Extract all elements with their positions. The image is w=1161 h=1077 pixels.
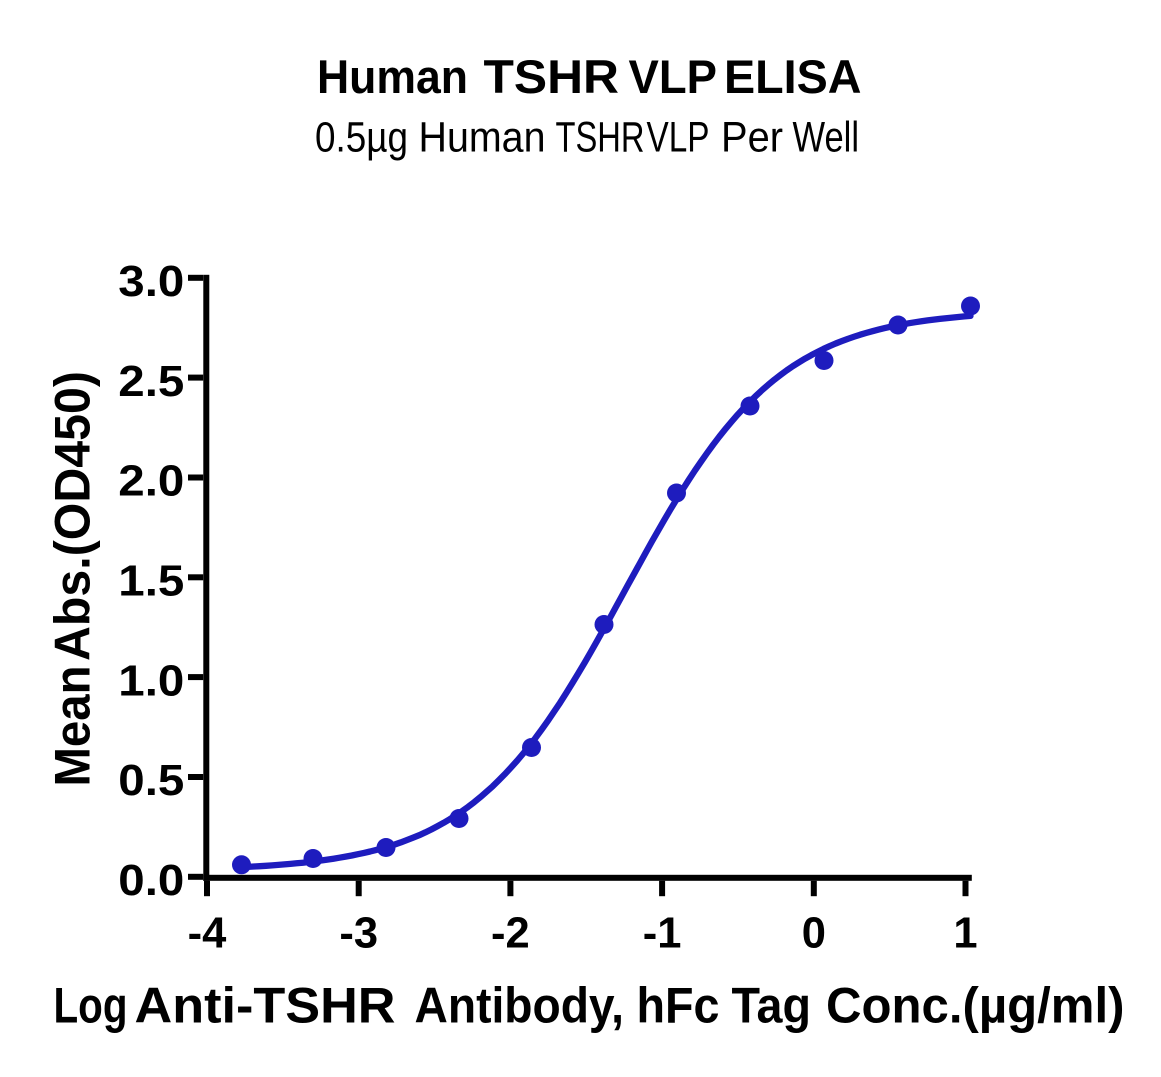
svg-text:0.5: 0.5 bbox=[118, 757, 184, 805]
svg-text:-4: -4 bbox=[188, 910, 227, 958]
svg-text:3.0: 3.0 bbox=[118, 258, 184, 306]
svg-text:-3: -3 bbox=[339, 910, 378, 958]
svg-text:1: 1 bbox=[953, 910, 977, 958]
svg-text:1.5: 1.5 bbox=[118, 558, 184, 606]
svg-text:MeanAbs.(OD450): MeanAbs.(OD450) bbox=[45, 371, 101, 787]
svg-text:-1: -1 bbox=[643, 910, 682, 958]
svg-text:2.5: 2.5 bbox=[118, 358, 184, 406]
svg-text:2.0: 2.0 bbox=[118, 458, 184, 506]
svg-text:0: 0 bbox=[802, 910, 826, 958]
svg-text:-2: -2 bbox=[491, 910, 530, 958]
svg-text:1.0: 1.0 bbox=[118, 657, 184, 705]
svg-text:0.0: 0.0 bbox=[118, 857, 184, 905]
